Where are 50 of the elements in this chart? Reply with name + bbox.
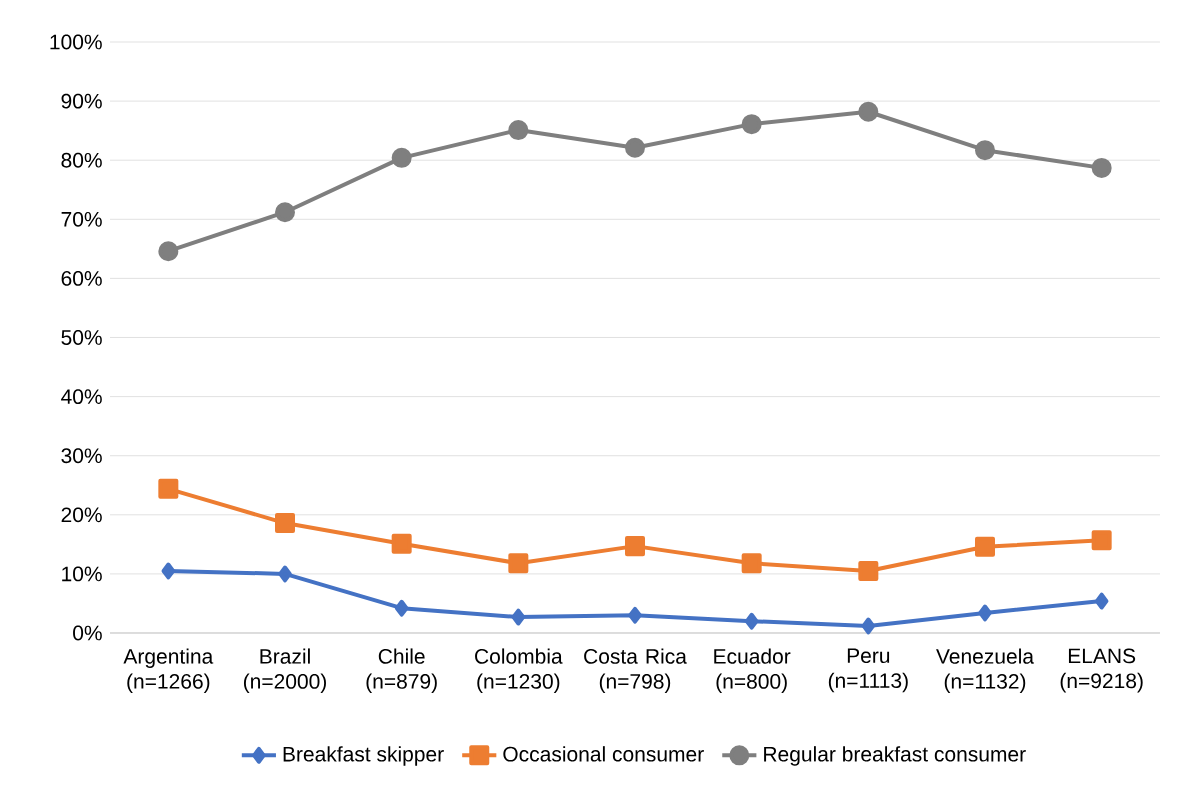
point (858, 101, 879, 122)
y-tick-label: 30% (61, 448, 102, 464)
point (158, 478, 179, 499)
y-tick-label: 50% (61, 330, 102, 345)
point (391, 533, 412, 554)
x-tick-label: Chile (n=879) (366, 648, 437, 693)
y-tick-label: 0% (73, 625, 102, 641)
y-tick-label: 100% (50, 34, 102, 50)
point (275, 202, 295, 223)
y-tick-label: 90% (61, 93, 102, 109)
x-tick-label: Peru (n=1113) (828, 648, 908, 693)
point (744, 612, 759, 630)
x-tick-label: Colombia (n=1230) (475, 648, 563, 693)
point (861, 617, 876, 635)
point (858, 560, 879, 581)
point (278, 565, 292, 583)
point (625, 137, 645, 158)
x-tick-label: Venezuela (n=1132) (936, 648, 1035, 693)
point (975, 140, 995, 161)
point (1094, 592, 1109, 610)
point (741, 114, 762, 135)
y-tick-label: 60% (61, 270, 102, 286)
x-tick-label: Costa Rica (n=798) (584, 648, 687, 693)
y-tick-label: 20% (61, 507, 102, 523)
point (508, 553, 529, 574)
point (391, 147, 412, 168)
y-tick-label: 10% (62, 566, 102, 582)
y-tick-label: 40% (61, 389, 102, 405)
point (275, 513, 295, 534)
legend-label: Breakfast skipper (283, 746, 444, 766)
y-tick-label: 80% (61, 152, 102, 168)
point (975, 536, 995, 557)
point (741, 553, 762, 574)
point (1091, 157, 1112, 178)
point (978, 604, 992, 622)
legend-label: Regular breakfast consumer (764, 746, 1026, 766)
legend-label: Occasional consumer (503, 746, 704, 762)
point (628, 606, 642, 624)
point (394, 599, 409, 617)
point (158, 241, 179, 262)
point (1091, 530, 1112, 551)
point (508, 120, 529, 141)
x-tick-label: ELANS (n=9218) (1060, 648, 1143, 693)
x-tick-label: Argentina (n=1266) (123, 648, 214, 693)
y-tick-label: 70% (61, 211, 102, 227)
x-tick-label: Brazil (n=2000) (243, 648, 326, 693)
x-tick-label: Ecuador (n=800) (714, 648, 791, 693)
point (511, 608, 526, 626)
point (625, 536, 645, 557)
point (161, 562, 176, 580)
